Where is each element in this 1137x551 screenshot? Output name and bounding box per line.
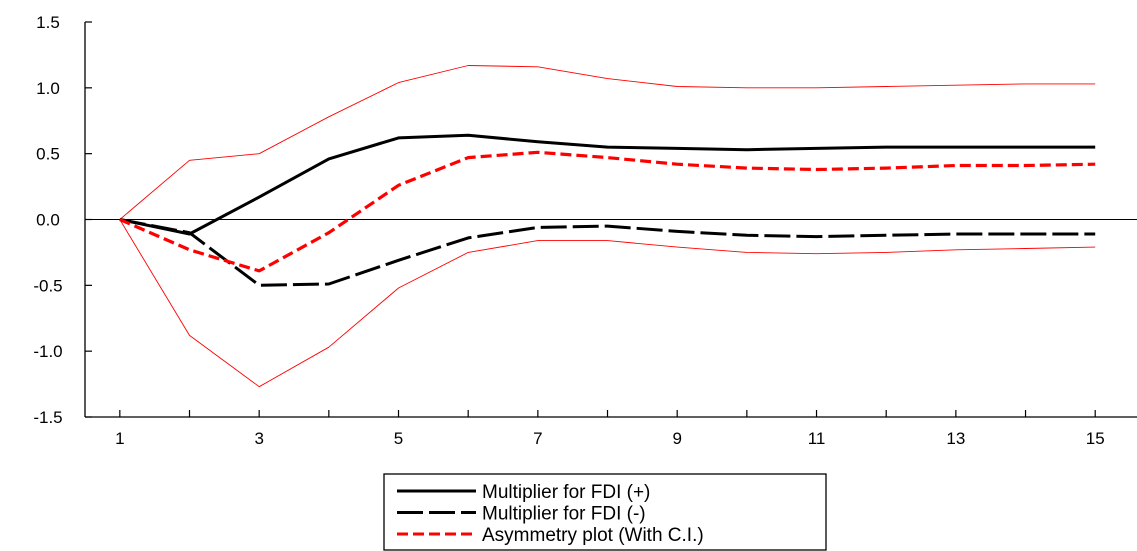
series-line-3: [119, 65, 1096, 220]
y-tick-label: 1.0: [36, 79, 60, 98]
legend-box: [383, 473, 827, 551]
y-tick-label: 0.5: [36, 145, 60, 164]
legend-label-1: Multiplier for FDI (-): [482, 504, 646, 525]
y-tick-label: -0.5: [33, 276, 62, 295]
series-layer: [119, 65, 1096, 388]
series-line-1: [119, 218, 1096, 287]
x-tick-label: 9: [672, 429, 681, 448]
x-tick-label: 15: [1086, 429, 1105, 448]
x-tick-label: 11: [808, 429, 826, 448]
x-tick-label: 1: [115, 429, 124, 448]
y-tick-label: -1.0: [33, 342, 62, 361]
legend-label-0: Multiplier for FDI (+): [482, 482, 650, 503]
series-line-4: [119, 219, 1096, 388]
y-tick-label: 1.5: [36, 13, 60, 32]
series-line-0: [119, 133, 1096, 236]
x-tick-label: 3: [254, 429, 263, 448]
x-tick-label: 5: [394, 429, 403, 448]
legend-label-2: Asymmetry plot (With C.I.): [482, 525, 704, 546]
legend: Multiplier for FDI (+)Multiplier for FDI…: [383, 473, 827, 551]
series-line-2: [119, 150, 1096, 273]
x-tick-label: 13: [946, 429, 965, 448]
y-tick-label: -1.5: [33, 408, 62, 427]
x-tick-label: 7: [533, 429, 542, 448]
y-tick-label: 0.0: [36, 211, 60, 230]
axes: 1.51.00.50.0-0.5-1.0-1.51 3 5 7 9 11 13 15: [33, 13, 1137, 448]
